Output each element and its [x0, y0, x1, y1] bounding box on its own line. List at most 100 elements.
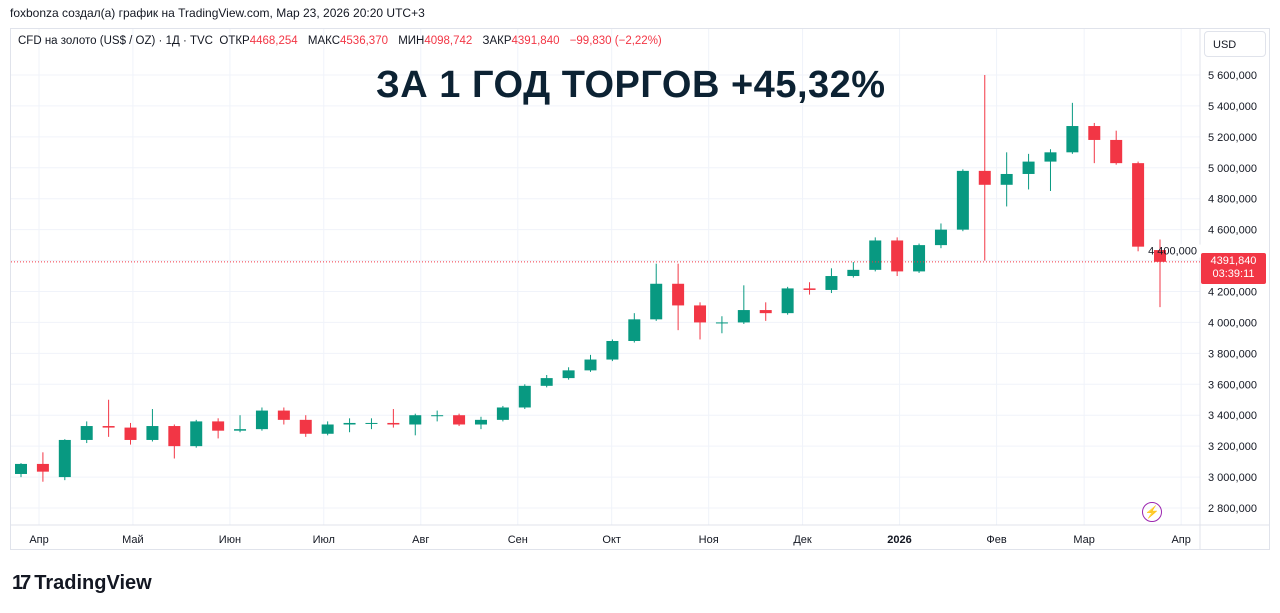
candle-body [540, 378, 553, 386]
candle-body [650, 283, 663, 320]
candle-body [518, 385, 531, 408]
candle-body [584, 359, 597, 371]
close-value: 4391,840 [511, 35, 560, 47]
y-tick-label: 2 800,000 [1208, 503, 1257, 515]
x-tick-label: Июл [313, 534, 335, 546]
last-price-label: 4391,840 03:39:11 [1201, 253, 1266, 284]
lightning-icon[interactable]: ⚡ [1142, 502, 1162, 522]
y-tick-label: 4 600,000 [1208, 225, 1257, 237]
headline-annotation: ЗА 1 ГОД ТОРГОВ +45,32% [376, 64, 886, 106]
candle-body [387, 422, 400, 425]
low-value: 4098,742 [424, 35, 473, 47]
candle-body [58, 439, 71, 478]
candle-body [869, 240, 882, 270]
candle-body [759, 310, 772, 314]
y-tick-label: 4 800,000 [1208, 194, 1257, 206]
candle-body [1110, 139, 1123, 164]
candle-body [431, 415, 444, 417]
candle-body [825, 276, 838, 290]
chart-frame [10, 28, 1270, 550]
candle-body [781, 288, 794, 314]
candle-body [36, 463, 49, 472]
candle-body [891, 240, 904, 272]
x-tick-label: Дек [793, 534, 812, 546]
open-label: ОТКР [219, 35, 250, 47]
candle-body [343, 422, 356, 425]
symbol-name[interactable]: CFD на золото (US$ / OZ) · 1Д · TVC [18, 35, 213, 47]
candle-body [934, 229, 947, 246]
candle-body [956, 170, 969, 230]
y-tick-label: 3 200,000 [1208, 441, 1257, 453]
y-tick-label: 5 400,000 [1208, 101, 1257, 113]
currency-button[interactable]: USD [1204, 31, 1266, 57]
x-tick-label: Апр [29, 534, 48, 546]
y-tick-label: 5 600,000 [1208, 70, 1257, 82]
x-tick-label: Ноя [699, 534, 719, 546]
y-tick-label: 4 400,000 [1148, 246, 1197, 258]
x-tick-label: Июн [219, 534, 241, 546]
candle-body [694, 305, 707, 323]
brand-name: TradingView [34, 572, 152, 594]
y-tick-label: 3 600,000 [1208, 379, 1257, 391]
candle-body [606, 340, 619, 360]
candle-body [978, 170, 991, 185]
x-tick-label: Сен [508, 534, 528, 546]
candle-body [474, 419, 487, 425]
tradingview-logo-icon: 17 [12, 572, 31, 594]
candle-body [496, 407, 509, 420]
candle-body [1022, 161, 1035, 174]
candle-body [15, 463, 27, 474]
bar-countdown: 03:39:11 [1212, 268, 1255, 280]
x-tick-label: Окт [602, 534, 621, 546]
candle-body [803, 288, 816, 290]
x-tick-label: Мар [1073, 534, 1095, 546]
candle-body [913, 245, 926, 272]
change-value: −99,830 (−2,22%) [569, 35, 662, 47]
x-tick-label: Авг [412, 534, 429, 546]
open-value: 4468,254 [249, 35, 298, 47]
candle-body [299, 419, 312, 434]
candle-body [365, 422, 378, 424]
candle-body [715, 322, 728, 324]
y-tick-label: 5 000,000 [1208, 163, 1257, 175]
y-tick-label: 3 000,000 [1208, 472, 1257, 484]
candle-body [672, 283, 685, 306]
candle-body [124, 427, 137, 440]
symbol-legend: CFD на золото (US$ / OZ) · 1Д · TVC ОТКР… [18, 35, 669, 47]
candle-body [212, 421, 225, 431]
y-tick-label: 5 200,000 [1208, 132, 1257, 144]
candle-body [146, 426, 159, 440]
candle-body [255, 410, 268, 430]
candle-body [277, 410, 290, 420]
candle-body [847, 269, 860, 277]
candle-body [168, 426, 181, 447]
candle-body [1154, 250, 1166, 262]
candle-body [102, 426, 115, 428]
close-label: ЗАКР [482, 35, 512, 47]
candle-body [409, 415, 422, 425]
high-label: МАКС [307, 35, 341, 47]
last-price-value: 4391,840 [1210, 255, 1257, 267]
x-tick-label: Фев [986, 534, 1006, 546]
y-tick-label: 4 200,000 [1208, 287, 1257, 299]
chart-credit: foxbonza создал(а) график на TradingView… [10, 6, 425, 20]
candle-body [453, 415, 466, 425]
y-tick-label: 3 400,000 [1208, 410, 1257, 422]
candle-body [190, 421, 203, 447]
high-value: 4536,370 [340, 35, 388, 47]
y-tick-label: 4 000,000 [1208, 317, 1257, 329]
x-tick-label: Май [122, 534, 144, 546]
candle-body [80, 426, 93, 440]
x-tick-label: 2026 [887, 534, 911, 546]
y-tick-label: 3 800,000 [1208, 348, 1257, 360]
candle-body [1044, 152, 1057, 162]
candle-body [1000, 173, 1013, 185]
candle-body [1132, 163, 1145, 247]
candle-body [1066, 126, 1079, 153]
tradingview-logo[interactable]: 17 TradingView [12, 572, 152, 595]
candle-body [628, 319, 641, 341]
low-label: МИН [398, 35, 425, 47]
candle-body [562, 370, 575, 379]
candle-body [234, 429, 247, 431]
